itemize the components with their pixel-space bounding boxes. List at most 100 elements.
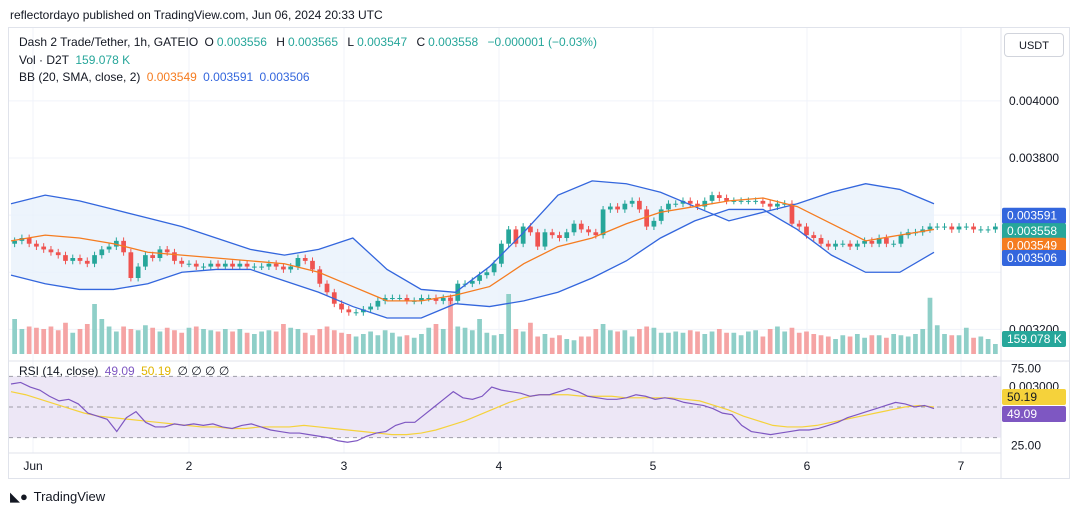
volume-bar [557,335,562,354]
volume-bar [549,337,555,354]
candle-body [586,229,591,233]
volume-bar [302,332,308,354]
volume-value: 159.078 K [75,53,131,67]
candle-body [651,220,657,227]
candle-body [985,229,991,231]
candle-body [687,200,693,204]
bb-upper-badge: 0.003591 [1007,209,1057,223]
candle-body [48,249,54,253]
candle-body [310,260,315,270]
time-tick-label: 2 [186,459,193,473]
volume-bar [215,331,221,354]
legend-rsi: RSI (14, close) 49.09 50.19 ∅ ∅ ∅ ∅ [19,364,232,378]
candle-body [971,226,976,230]
volume-bar [440,329,446,354]
chart-canvas[interactable]: 0.0040000.0038000.0032000.00300075.0025.… [9,28,1069,478]
candle-body [731,200,737,202]
candle-body [862,240,867,244]
volume-bar [295,329,301,354]
candle-body [811,235,817,238]
candle-body [767,203,773,207]
candle-body [615,206,620,210]
time-tick-label: Jun [23,459,42,473]
candle-body [564,232,570,238]
volume-bar [956,335,962,354]
volume-bar [230,331,235,354]
volume-bar [462,327,468,354]
volume-bar [310,335,315,354]
candle-body [433,298,439,301]
volume-bar [709,331,715,354]
candle-body [150,255,156,258]
rsi-line [10,381,935,443]
volume-bar [484,332,490,354]
volume-bar [840,335,846,354]
candle-body [644,209,650,227]
candle-body [244,263,250,267]
candle-body [12,240,17,244]
candle-body [578,223,584,230]
volume-bar [724,332,729,354]
candle-body [259,266,264,268]
volume-bar [360,334,366,354]
volume-bar [455,326,461,354]
candle-body [942,226,947,228]
volume-badge: 159.078 K [1007,332,1062,346]
axes: 0.0040000.0038000.0032000.00300075.0025.… [9,28,1059,478]
candle-body [70,258,76,261]
legend-low: 0.003547 [357,35,408,49]
candle-body [775,203,780,207]
candle-body [179,260,185,264]
volume-bar [201,329,206,354]
rsi-tick-label: 75.00 [1011,362,1041,376]
tradingview-logo-icon: ◣● [10,489,28,504]
candle-body [172,252,177,261]
candle-body [956,226,962,230]
candle-body [324,283,330,293]
tradingview-logo[interactable]: ◣● TradingView [10,489,105,505]
volume-bar [578,336,584,354]
volume-bar [382,330,388,354]
volume-bar [564,339,570,354]
candle-body [884,238,889,244]
candle-body [477,275,482,281]
candle-body [520,226,526,244]
legend-bb: BB (20, SMA, close, 2) 0.003549 0.003591… [19,70,313,84]
volume-bar [644,326,650,354]
candle-body [26,238,32,244]
price-tick-label: 0.004000 [1009,94,1059,108]
volume-bar [193,326,199,354]
volume-bar [782,331,788,354]
candle-body [128,252,134,278]
bollinger-upper-line [10,180,935,293]
candle-body [978,229,984,231]
currency-button[interactable]: USDT [1004,33,1064,57]
volume-bar [172,330,177,354]
bb-basis-badge: 0.003549 [1007,239,1057,253]
volume-bar [70,332,76,354]
volume-bar [506,294,511,354]
volume-bar [673,331,679,354]
candle-body [164,249,170,253]
candle-body [302,258,308,261]
volume-bar [695,331,700,354]
candle-body [426,298,432,299]
candle-body [339,303,344,310]
candle-body [397,298,403,299]
bb-lower-badge-bg [1002,250,1066,266]
time-tick-label: 5 [650,459,657,473]
volume-bar [753,330,758,354]
candle-body [753,200,758,202]
volume-bar [535,336,541,354]
candle-body [804,226,809,236]
candle-body [695,203,700,207]
volume-bar [862,337,867,354]
volume-bar [680,332,686,354]
price-tick-label: 0.003800 [1009,151,1059,165]
time-tick-label: 4 [496,459,503,473]
volume-bar [252,334,257,354]
volume-bar [128,329,134,354]
rsi-ma-badge: 50.19 [1007,390,1037,404]
chart-panel[interactable]: 0.004000 0.003800 0.003200 0.003000 75.00 25.… [8,27,1070,479]
candle-body [404,298,410,301]
